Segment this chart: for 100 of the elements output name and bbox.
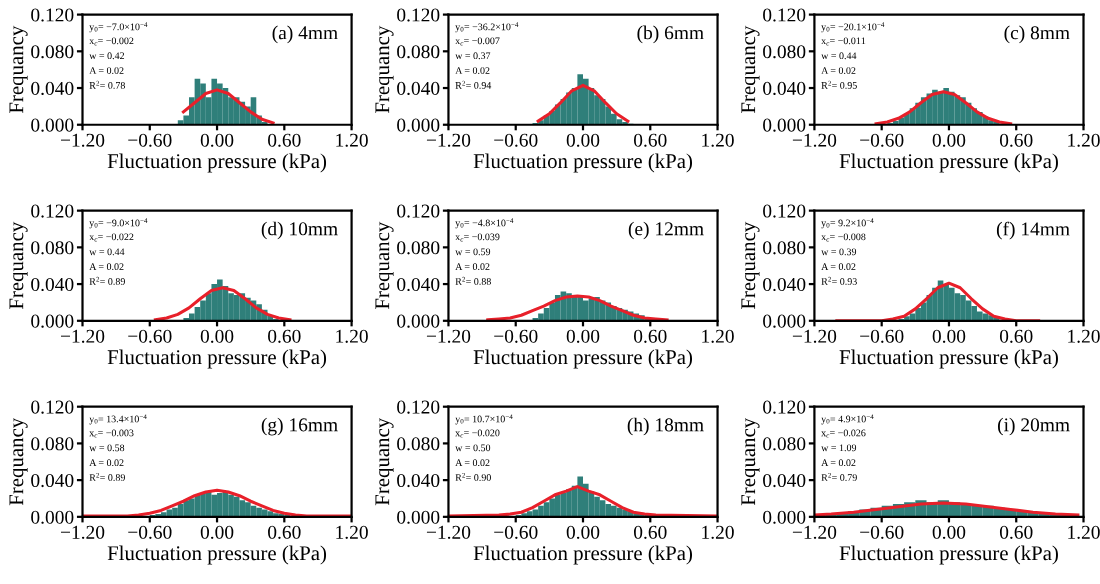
y-tick-label: 0.000 bbox=[397, 510, 440, 524]
x-tick-label: 0.00 bbox=[566, 133, 600, 147]
y-tick-label: 0.080 bbox=[31, 45, 74, 59]
x-tick-label: −1.20 bbox=[426, 525, 471, 539]
y-axis-title: Frequancy bbox=[375, 221, 394, 310]
annotation: (d) 10mm bbox=[261, 221, 338, 240]
x-axis-title: Fluctuation pressure (kPa) bbox=[473, 153, 693, 173]
y-tick-label: 0.000 bbox=[397, 118, 440, 132]
y-tick-label: 0.000 bbox=[31, 314, 74, 328]
y-tick-label: 0.040 bbox=[397, 81, 440, 96]
y-tick-label: 0.000 bbox=[31, 510, 74, 524]
y-tick-label: 0.120 bbox=[31, 8, 74, 22]
x-tick-label: −1.20 bbox=[60, 525, 105, 539]
x-axis-title: Fluctuation pressure (kPa) bbox=[107, 349, 327, 369]
y-tick-label: 0.040 bbox=[397, 277, 440, 292]
y-tick-label: 0.080 bbox=[397, 437, 440, 451]
x-tick-label: −0.60 bbox=[494, 525, 538, 539]
annotation: (f) 14mm bbox=[996, 221, 1070, 240]
y-tick-label: 0.120 bbox=[397, 204, 440, 218]
x-tick-label: 0.00 bbox=[932, 525, 966, 539]
x-tick-label: 0.00 bbox=[566, 329, 600, 343]
x-tick-label: 0.60 bbox=[634, 525, 667, 539]
x-tick-label: 1.20 bbox=[702, 525, 734, 539]
annotation: (i) 20mm bbox=[997, 417, 1070, 436]
x-axis-title: Fluctuation pressure (kPa) bbox=[473, 545, 693, 565]
x-tick-label: 1.20 bbox=[1068, 133, 1100, 147]
x-tick-label: 0.00 bbox=[200, 329, 234, 343]
x-tick-label: 0.60 bbox=[999, 133, 1033, 147]
y-tick-label: 0.000 bbox=[31, 118, 74, 132]
y-axis-title: Frequancy bbox=[9, 417, 28, 506]
x-tick-label: 1.20 bbox=[336, 133, 368, 147]
y-tick-label: 0.080 bbox=[31, 437, 74, 451]
x-axis-title: Fluctuation pressure (kPa) bbox=[473, 349, 693, 369]
x-axis-title: Fluctuation pressure (kPa) bbox=[839, 349, 1058, 369]
annotation: (e) 12mm bbox=[628, 221, 704, 240]
y-tick-label: 0.040 bbox=[31, 81, 74, 96]
x-tick-label: −0.60 bbox=[494, 329, 538, 343]
x-tick-label: 0.00 bbox=[932, 133, 966, 147]
x-tick-label: 0.60 bbox=[268, 329, 301, 343]
y-tick-label: 0.120 bbox=[763, 400, 806, 414]
y-axis-title: Frequancy bbox=[741, 417, 760, 506]
x-tick-label: 0.60 bbox=[999, 329, 1033, 343]
y-tick-label: 0.000 bbox=[763, 510, 806, 524]
x-tick-label: 0.00 bbox=[566, 525, 600, 539]
annotation: (g) 16mm bbox=[261, 417, 338, 436]
annotation: (b) 6mm bbox=[637, 25, 704, 44]
y-tick-label: 0.040 bbox=[31, 473, 74, 488]
x-tick-label: −1.20 bbox=[426, 329, 471, 343]
x-tick-label: 1.20 bbox=[336, 329, 368, 343]
y-axis-title: Frequancy bbox=[741, 25, 760, 114]
y-tick-label: 0.080 bbox=[397, 241, 440, 255]
annotation: (h) 18mm bbox=[627, 417, 704, 436]
y-tick-label: 0.000 bbox=[763, 314, 806, 328]
y-tick-label: 0.000 bbox=[397, 314, 440, 328]
y-axis-title: Frequancy bbox=[741, 221, 760, 310]
x-tick-label: −1.20 bbox=[792, 133, 837, 147]
annotation: (c) 8mm bbox=[1004, 25, 1070, 44]
x-tick-label: −1.20 bbox=[792, 525, 837, 539]
y-tick-label: 0.080 bbox=[763, 241, 806, 255]
x-tick-label: 1.20 bbox=[1068, 329, 1100, 343]
annotation: (a) 4mm bbox=[272, 25, 338, 44]
x-tick-label: −0.60 bbox=[128, 329, 172, 343]
y-tick-label: 0.120 bbox=[397, 8, 440, 22]
y-tick-label: 0.040 bbox=[763, 473, 806, 488]
x-tick-label: −0.60 bbox=[128, 525, 172, 539]
x-tick-label: −0.60 bbox=[860, 329, 904, 343]
x-axis-title: Fluctuation pressure (kPa) bbox=[107, 153, 327, 173]
y-tick-label: 0.000 bbox=[763, 118, 806, 132]
y-tick-label: 0.040 bbox=[397, 473, 440, 488]
y-axis-title: Frequancy bbox=[9, 221, 28, 310]
x-tick-label: −1.20 bbox=[60, 329, 105, 343]
x-tick-label: −0.60 bbox=[860, 133, 904, 147]
x-tick-label: 0.00 bbox=[932, 329, 966, 343]
x-tick-label: 1.20 bbox=[1068, 525, 1100, 539]
y-tick-label: 0.120 bbox=[397, 400, 440, 414]
y-axis-title: Frequancy bbox=[375, 417, 394, 506]
x-tick-label: 0.60 bbox=[268, 133, 301, 147]
x-axis-title: Fluctuation pressure (kPa) bbox=[839, 153, 1058, 173]
y-tick-label: 0.080 bbox=[397, 45, 440, 59]
x-axis-title: Fluctuation pressure (kPa) bbox=[107, 545, 327, 565]
x-tick-label: 0.60 bbox=[999, 525, 1033, 539]
y-tick-label: 0.120 bbox=[31, 204, 74, 218]
y-tick-label: 0.040 bbox=[31, 277, 74, 292]
y-tick-label: 0.080 bbox=[763, 437, 806, 451]
x-tick-label: −0.60 bbox=[494, 133, 538, 147]
x-tick-label: 1.20 bbox=[702, 133, 734, 147]
y-tick-label: 0.120 bbox=[763, 204, 806, 218]
y-tick-label: 0.120 bbox=[31, 400, 74, 414]
y-axis-title: Frequancy bbox=[375, 25, 394, 114]
x-tick-label: 0.60 bbox=[268, 525, 301, 539]
y-tick-label: 0.040 bbox=[763, 277, 806, 292]
x-tick-label: 0.60 bbox=[634, 133, 667, 147]
x-tick-label: −1.20 bbox=[60, 133, 105, 147]
y-tick-label: 0.040 bbox=[763, 81, 806, 96]
x-tick-label: 1.20 bbox=[336, 525, 368, 539]
x-tick-label: −0.60 bbox=[860, 525, 904, 539]
x-tick-label: 1.20 bbox=[702, 329, 734, 343]
y-tick-label: 0.080 bbox=[763, 45, 806, 59]
x-tick-label: −1.20 bbox=[792, 329, 837, 343]
x-tick-label: 0.60 bbox=[634, 329, 667, 343]
